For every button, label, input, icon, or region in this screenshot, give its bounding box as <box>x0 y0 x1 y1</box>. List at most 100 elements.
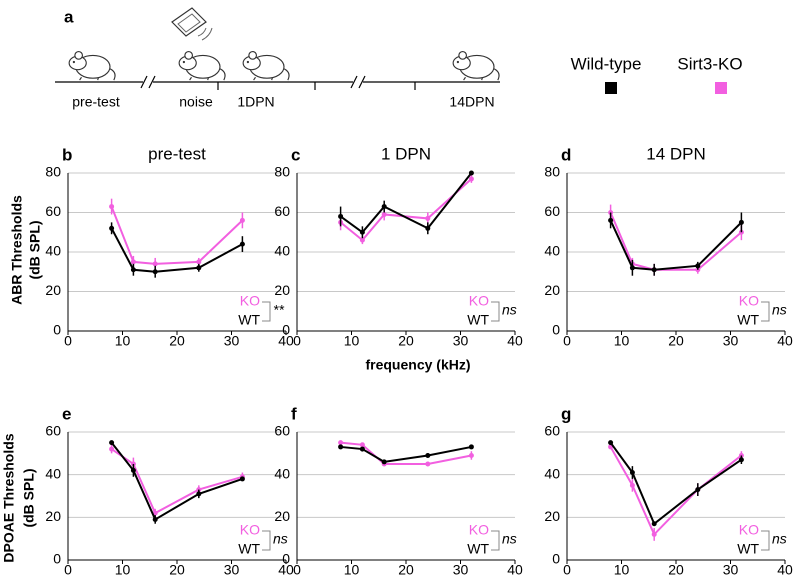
x-tick-label: 30 <box>224 333 240 349</box>
x-axis-label: frequency (kHz) <box>365 357 470 373</box>
y-tick-label: 40 <box>544 465 560 481</box>
panel: e 0 20 40 60 0 10 20 30 40 KO WT ns <box>45 404 294 575</box>
x-tick-label: 10 <box>115 333 131 349</box>
significance: ns <box>772 302 787 318</box>
point <box>629 470 635 476</box>
point <box>468 176 474 182</box>
series-line <box>110 442 243 521</box>
x-tick-label: 10 <box>614 562 630 575</box>
mouse-icon <box>452 51 500 81</box>
mouse-icon <box>242 51 290 81</box>
series-line <box>110 227 243 273</box>
series-line <box>609 446 743 537</box>
x-tick-label: 40 <box>507 333 523 349</box>
point <box>651 267 657 273</box>
legend-label: KO <box>469 522 489 538</box>
point <box>338 440 344 446</box>
y-tick-label: 80 <box>45 164 61 180</box>
y-tick-label: 0 <box>53 551 61 567</box>
x-tick-label: 10 <box>344 562 360 575</box>
y-axis-label: ABR Thresholds <box>9 195 25 305</box>
point <box>359 237 365 243</box>
bracket <box>262 530 271 551</box>
bracket <box>262 301 271 322</box>
legend-label: KO <box>739 522 759 538</box>
bracket <box>761 530 770 551</box>
x-tick-label: 40 <box>507 562 523 575</box>
panel-letter: b <box>62 145 72 164</box>
mouse-icon <box>178 51 226 81</box>
legend-label: WT <box>238 312 260 328</box>
x-tick-label: 30 <box>723 562 739 575</box>
point <box>196 265 202 271</box>
x-tick-label: 30 <box>453 562 469 575</box>
x-tick-label: 20 <box>668 333 684 349</box>
point <box>468 444 474 450</box>
point <box>239 476 245 482</box>
y-tick-label: 0 <box>552 322 560 338</box>
y-tick-label: 0 <box>282 551 290 567</box>
y-axis-label: (dB SPL) <box>21 468 37 527</box>
point <box>109 204 115 210</box>
significance: ns <box>502 302 517 318</box>
legend-label: WT <box>467 312 489 328</box>
point <box>651 521 657 527</box>
bracket <box>761 301 770 322</box>
legend-label: KO <box>240 522 260 538</box>
y-tick-label: 60 <box>274 423 290 439</box>
x-tick-label: 30 <box>723 333 739 349</box>
legend-label: WT <box>737 312 759 328</box>
y-tick-label: 20 <box>544 282 560 298</box>
legend-swatch <box>715 82 727 94</box>
timeline <box>55 75 500 90</box>
y-tick-label: 0 <box>53 322 61 338</box>
panel: d 14 DPN 0 20 40 60 80 0 10 20 30 40 KO WT ns <box>544 144 793 348</box>
point <box>196 259 202 265</box>
x-tick-label: 0 <box>64 333 72 349</box>
point <box>239 217 245 223</box>
point <box>359 446 365 452</box>
point <box>381 204 387 210</box>
panel-letter: f <box>291 404 297 423</box>
panel: c 1 DPN 0 20 40 60 80 0 10 20 30 40 KO WT ns <box>274 144 523 348</box>
panel-letter: g <box>561 404 571 423</box>
panel-letter: e <box>62 404 71 423</box>
panel-a: a pre-test noise 1DPN 14DPN <box>55 7 500 110</box>
point <box>152 516 158 522</box>
point <box>738 457 744 463</box>
y-axis-label: (dB SPL) <box>27 220 43 279</box>
y-tick-label: 60 <box>45 423 61 439</box>
point <box>338 213 344 219</box>
x-tick-label: 20 <box>169 333 185 349</box>
point <box>695 487 701 493</box>
panel-title: 1 DPN <box>381 144 431 163</box>
bracket <box>491 301 500 322</box>
y-tick-label: 60 <box>274 203 290 219</box>
panel-title: pre-test <box>148 144 206 163</box>
panel-letter: d <box>561 145 571 164</box>
x-tick-label: 20 <box>169 562 185 575</box>
y-tick-label: 20 <box>45 282 61 298</box>
point <box>130 267 136 273</box>
point <box>468 452 474 458</box>
x-tick-label: 30 <box>453 333 469 349</box>
point <box>109 440 115 446</box>
bracket <box>491 530 500 551</box>
point <box>381 211 387 217</box>
point <box>152 269 158 275</box>
x-tick-label: 0 <box>563 333 571 349</box>
point <box>196 491 202 497</box>
point <box>381 459 387 465</box>
x-tick-label: 40 <box>777 562 793 575</box>
point <box>152 261 158 267</box>
point <box>608 440 614 446</box>
y-tick-label: 20 <box>45 508 61 524</box>
point <box>359 229 365 235</box>
y-tick-label: 40 <box>45 243 61 259</box>
point <box>629 482 635 488</box>
point <box>651 531 657 537</box>
x-tick-label: 20 <box>398 562 414 575</box>
timeline-label: pre-test <box>72 94 120 110</box>
mouse-icon <box>68 51 116 81</box>
